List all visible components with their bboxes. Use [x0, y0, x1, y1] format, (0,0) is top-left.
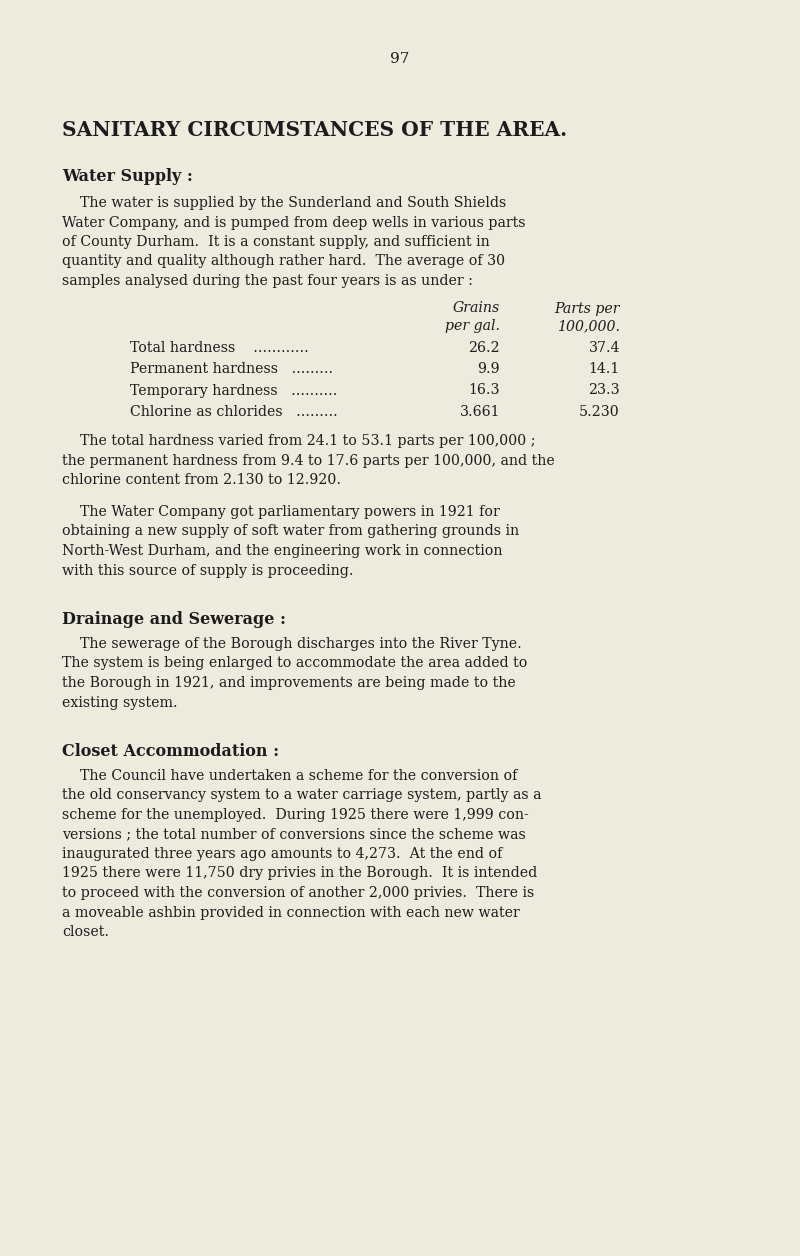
- Text: 26.2: 26.2: [468, 340, 500, 354]
- Text: 5.230: 5.230: [579, 404, 620, 420]
- Text: The Council have undertaken a scheme for the conversion of: The Council have undertaken a scheme for…: [62, 769, 518, 782]
- Text: versions ; the total number of conversions since the scheme was: versions ; the total number of conversio…: [62, 828, 526, 842]
- Text: with this source of supply is proceeding.: with this source of supply is proceeding…: [62, 564, 354, 578]
- Text: inaugurated three years ago amounts to 4,273.  At the end of: inaugurated three years ago amounts to 4…: [62, 847, 502, 862]
- Text: The sewerage of the Borough discharges into the River Tyne.: The sewerage of the Borough discharges i…: [62, 637, 522, 651]
- Text: per gal.: per gal.: [445, 319, 500, 333]
- Text: 37.4: 37.4: [589, 340, 620, 354]
- Text: the permanent hardness from 9.4 to 17.6 parts per 100,000, and the: the permanent hardness from 9.4 to 17.6 …: [62, 453, 554, 468]
- Text: chlorine content from 2.130 to 12.920.: chlorine content from 2.130 to 12.920.: [62, 474, 341, 487]
- Text: The water is supplied by the Sunderland and South Shields: The water is supplied by the Sunderland …: [62, 196, 506, 210]
- Text: Permanent hardness   .........: Permanent hardness .........: [130, 362, 333, 376]
- Text: the old conservancy system to a water carriage system, partly as a: the old conservancy system to a water ca…: [62, 789, 542, 803]
- Text: Temporary hardness   ..........: Temporary hardness ..........: [130, 383, 338, 397]
- Text: The Water Company got parliamentary powers in 1921 for: The Water Company got parliamentary powe…: [62, 505, 500, 519]
- Text: SANITARY CIRCUMSTANCES OF THE AREA.: SANITARY CIRCUMSTANCES OF THE AREA.: [62, 121, 567, 139]
- Text: scheme for the unemployed.  During 1925 there were 1,999 con-: scheme for the unemployed. During 1925 t…: [62, 808, 529, 821]
- Text: closet.: closet.: [62, 924, 109, 939]
- Text: Water Company, and is pumped from deep wells in various parts: Water Company, and is pumped from deep w…: [62, 216, 526, 230]
- Text: obtaining a new supply of soft water from gathering grounds in: obtaining a new supply of soft water fro…: [62, 525, 519, 539]
- Text: 100,000.: 100,000.: [557, 319, 620, 333]
- Text: existing system.: existing system.: [62, 696, 178, 710]
- Text: 16.3: 16.3: [469, 383, 500, 397]
- Text: to proceed with the conversion of another 2,000 privies.  There is: to proceed with the conversion of anothe…: [62, 885, 534, 901]
- Text: 9.9: 9.9: [478, 362, 500, 376]
- Text: 3.661: 3.661: [459, 404, 500, 420]
- Text: Grains: Grains: [453, 301, 500, 315]
- Text: the Borough in 1921, and improvements are being made to the: the Borough in 1921, and improvements ar…: [62, 676, 516, 690]
- Text: Chlorine as chlorides   .........: Chlorine as chlorides .........: [130, 404, 338, 420]
- Text: Closet Accommodation :: Closet Accommodation :: [62, 744, 279, 760]
- Text: The total hardness varied from 24.1 to 53.1 parts per 100,000 ;: The total hardness varied from 24.1 to 5…: [62, 435, 535, 448]
- Text: quantity and quality although rather hard.  The average of 30: quantity and quality although rather har…: [62, 255, 505, 269]
- Text: 23.3: 23.3: [588, 383, 620, 397]
- Text: Water Supply :: Water Supply :: [62, 168, 193, 185]
- Text: of County Durham.  It is a constant supply, and sufficient in: of County Durham. It is a constant suppl…: [62, 235, 490, 249]
- Text: 97: 97: [390, 51, 410, 67]
- Text: a moveable ashbin provided in connection with each new water: a moveable ashbin provided in connection…: [62, 906, 520, 919]
- Text: The system is being enlarged to accommodate the area added to: The system is being enlarged to accommod…: [62, 657, 527, 671]
- Text: North-West Durham, and the engineering work in connection: North-West Durham, and the engineering w…: [62, 544, 502, 558]
- Text: Parts per: Parts per: [554, 301, 620, 315]
- Text: 1925 there were 11,750 dry privies in the Borough.  It is intended: 1925 there were 11,750 dry privies in th…: [62, 867, 538, 880]
- Text: Total hardness    ............: Total hardness ............: [130, 340, 309, 354]
- Text: 14.1: 14.1: [589, 362, 620, 376]
- Text: samples analysed during the past four years is as under :: samples analysed during the past four ye…: [62, 274, 473, 288]
- Text: Drainage and Sewerage :: Drainage and Sewerage :: [62, 610, 286, 628]
